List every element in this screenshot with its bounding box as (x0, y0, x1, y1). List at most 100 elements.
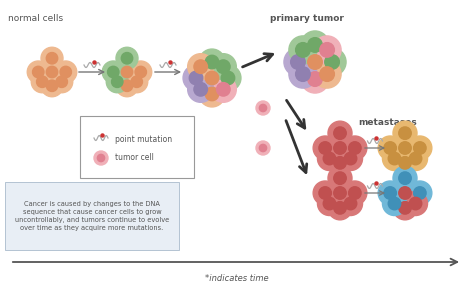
Circle shape (97, 154, 105, 162)
Circle shape (256, 101, 270, 115)
Circle shape (33, 66, 44, 78)
Circle shape (399, 142, 411, 154)
Circle shape (388, 197, 401, 210)
Circle shape (383, 192, 407, 215)
Circle shape (318, 48, 346, 76)
Circle shape (328, 181, 352, 205)
Circle shape (256, 141, 270, 155)
Circle shape (348, 142, 361, 154)
Circle shape (46, 80, 58, 91)
Circle shape (205, 55, 219, 69)
Circle shape (399, 201, 411, 214)
FancyBboxPatch shape (5, 182, 179, 250)
Circle shape (296, 67, 310, 82)
Circle shape (399, 172, 411, 184)
Circle shape (46, 66, 58, 78)
Circle shape (403, 192, 428, 215)
Circle shape (334, 187, 346, 199)
Circle shape (284, 48, 312, 76)
Circle shape (51, 71, 73, 93)
Circle shape (301, 65, 329, 93)
Circle shape (259, 104, 267, 112)
Circle shape (221, 71, 235, 85)
Circle shape (323, 197, 336, 210)
Circle shape (60, 66, 72, 78)
Circle shape (121, 80, 133, 91)
Circle shape (188, 54, 214, 80)
Circle shape (131, 76, 143, 87)
Circle shape (320, 43, 334, 57)
Circle shape (338, 146, 363, 170)
Circle shape (378, 136, 402, 160)
Circle shape (344, 197, 357, 210)
Circle shape (408, 181, 432, 205)
Circle shape (399, 157, 411, 169)
Circle shape (313, 36, 341, 64)
Circle shape (348, 187, 361, 199)
Circle shape (393, 136, 417, 160)
Circle shape (130, 61, 152, 83)
Circle shape (301, 48, 329, 76)
Circle shape (344, 152, 357, 165)
Circle shape (328, 121, 352, 145)
Circle shape (328, 166, 352, 190)
Circle shape (36, 76, 48, 87)
Text: point mutation: point mutation (115, 135, 172, 144)
Circle shape (334, 201, 346, 214)
Circle shape (334, 127, 346, 139)
Circle shape (323, 152, 336, 165)
Circle shape (289, 60, 317, 88)
Circle shape (338, 192, 363, 215)
Circle shape (308, 38, 322, 52)
Circle shape (121, 52, 133, 64)
Circle shape (414, 187, 426, 199)
Circle shape (318, 146, 341, 170)
Circle shape (205, 71, 219, 85)
Circle shape (289, 36, 317, 64)
Circle shape (393, 151, 417, 175)
Circle shape (194, 60, 208, 74)
Circle shape (343, 181, 367, 205)
Circle shape (328, 151, 352, 175)
Circle shape (388, 152, 401, 165)
Circle shape (41, 47, 63, 69)
Circle shape (393, 121, 417, 145)
Text: Cancer is caused by changes to the DNA
sequence that cause cancer cells to grow
: Cancer is caused by changes to the DNA s… (15, 201, 169, 231)
Circle shape (210, 76, 237, 102)
Circle shape (296, 43, 310, 57)
Circle shape (393, 196, 417, 220)
Circle shape (378, 181, 402, 205)
Circle shape (135, 66, 146, 78)
Circle shape (121, 66, 133, 78)
Circle shape (199, 81, 225, 107)
Circle shape (318, 192, 341, 215)
Circle shape (319, 142, 331, 154)
Circle shape (399, 127, 411, 139)
Circle shape (116, 47, 138, 69)
Circle shape (313, 60, 341, 88)
Circle shape (108, 66, 119, 78)
Circle shape (106, 71, 128, 93)
FancyBboxPatch shape (80, 116, 194, 178)
Circle shape (116, 61, 138, 83)
Circle shape (56, 76, 67, 87)
Circle shape (334, 172, 346, 184)
Circle shape (328, 136, 352, 160)
Circle shape (46, 52, 58, 64)
Circle shape (217, 83, 230, 96)
Text: tumor cell: tumor cell (115, 154, 154, 162)
Circle shape (308, 55, 322, 69)
Circle shape (215, 65, 241, 91)
Text: normal cells: normal cells (8, 14, 63, 23)
Circle shape (313, 181, 337, 205)
Circle shape (328, 196, 352, 220)
Circle shape (384, 142, 396, 154)
Circle shape (414, 142, 426, 154)
Circle shape (408, 136, 432, 160)
Circle shape (343, 136, 367, 160)
Text: primary tumor: primary tumor (270, 14, 344, 23)
Circle shape (194, 83, 208, 96)
Circle shape (320, 67, 334, 82)
Circle shape (199, 65, 225, 91)
Circle shape (116, 75, 138, 97)
